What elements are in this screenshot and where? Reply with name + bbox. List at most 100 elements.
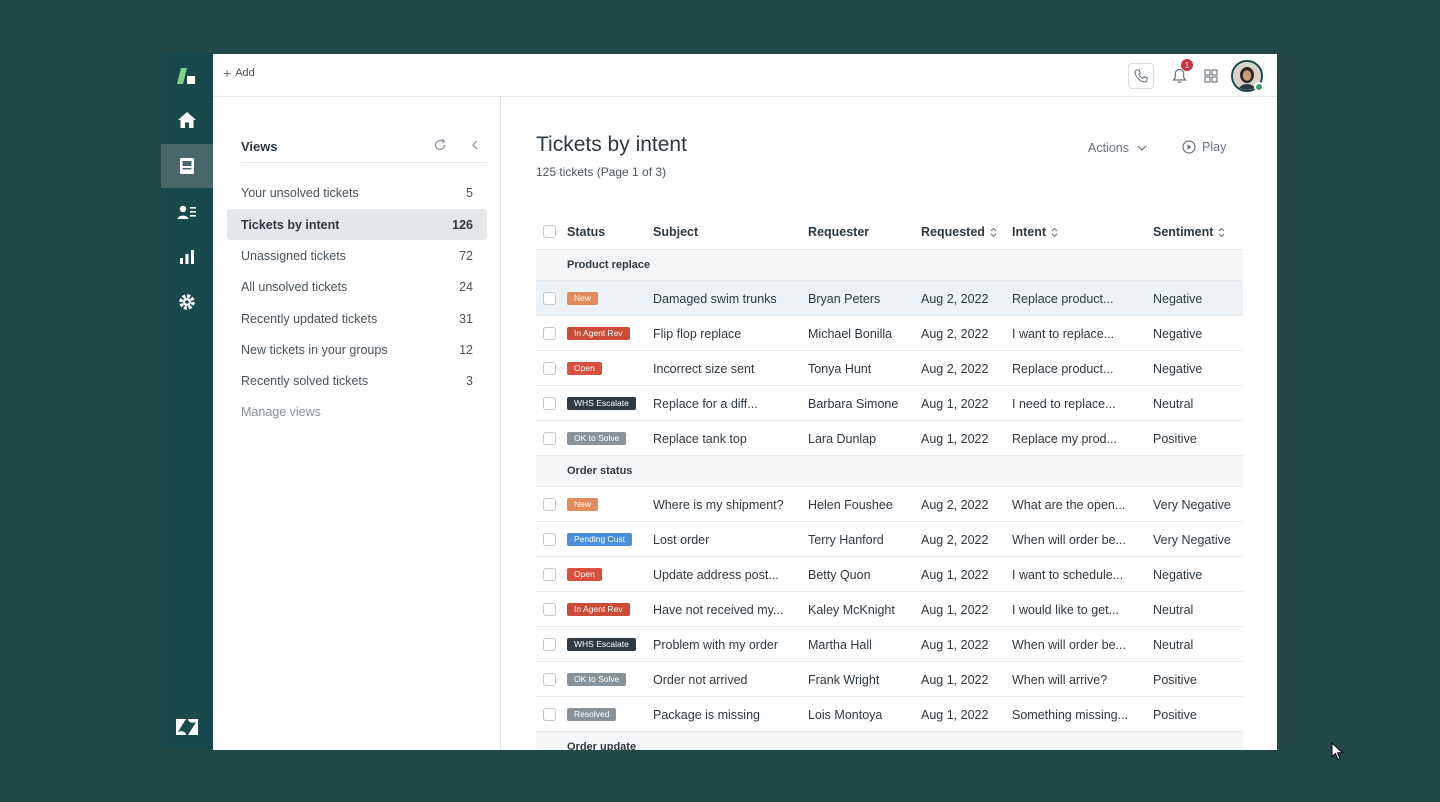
cell-intent: When will order be... bbox=[1012, 638, 1126, 652]
cell-subject[interactable]: Incorrect size sent bbox=[653, 362, 755, 376]
cell-subject[interactable]: Have not received my... bbox=[653, 603, 784, 617]
add-button[interactable]: + Add bbox=[223, 66, 255, 80]
group-header-row[interactable]: Order status bbox=[536, 456, 1243, 487]
row-checkbox[interactable] bbox=[543, 432, 556, 445]
home-icon[interactable] bbox=[161, 98, 213, 142]
view-item-all-unsolved-tickets[interactable]: All unsolved tickets 24 bbox=[227, 271, 487, 302]
views-header: Views bbox=[241, 139, 487, 163]
column-header-status[interactable]: Status bbox=[567, 225, 605, 239]
view-item-recently-solved-tickets[interactable]: Recently solved tickets 3 bbox=[227, 365, 487, 396]
column-header-label: Requested bbox=[921, 225, 985, 239]
table-row[interactable]: WHS Escalate Replace for a diff... Barbara… bbox=[536, 386, 1243, 421]
view-item-label: All unsolved tickets bbox=[241, 279, 348, 294]
row-checkbox[interactable] bbox=[543, 638, 556, 651]
view-item-count: 12 bbox=[459, 342, 473, 357]
table-body: Product replace New Damaged swim trunks Bry… bbox=[536, 250, 1243, 750]
manage-views-link[interactable]: Manage views bbox=[241, 405, 321, 419]
view-item-tickets-by-intent[interactable]: Tickets by intent 126 bbox=[227, 209, 487, 240]
sort-icon bbox=[990, 227, 997, 237]
column-header-requester[interactable]: Requester bbox=[808, 225, 869, 239]
cell-subject[interactable]: Update address post... bbox=[653, 568, 779, 582]
view-item-recently-updated-tickets[interactable]: Recently updated tickets 31 bbox=[227, 303, 487, 334]
play-button[interactable]: Play bbox=[1182, 140, 1226, 154]
row-checkbox[interactable] bbox=[543, 292, 556, 305]
cell-requester: Lara Dunlap bbox=[808, 432, 877, 446]
cell-subject[interactable]: Order not arrived bbox=[653, 673, 748, 687]
row-checkbox[interactable] bbox=[543, 498, 556, 511]
mouse-cursor-icon bbox=[1331, 742, 1344, 761]
actions-dropdown[interactable]: Actions bbox=[1088, 141, 1147, 155]
group-header-row[interactable]: Product replace bbox=[536, 250, 1243, 281]
status-badge: New bbox=[567, 498, 599, 511]
column-header-subject[interactable]: Subject bbox=[653, 225, 698, 239]
table-row[interactable]: Resolved Package is missing Lois Montoya Au… bbox=[536, 697, 1243, 732]
settings-gear-icon[interactable] bbox=[161, 280, 213, 324]
cell-subject[interactable]: Damaged swim trunks bbox=[653, 292, 777, 306]
view-item-unassigned-tickets[interactable]: Unassigned tickets 72 bbox=[227, 240, 487, 271]
view-item-new-tickets-in-your-groups[interactable]: New tickets in your groups 12 bbox=[227, 334, 487, 365]
table-row[interactable]: New Damaged swim trunks Bryan Peters Aug 2,… bbox=[536, 281, 1243, 316]
status-badge: OK to Solve bbox=[567, 432, 627, 445]
ticket-count: 125 tickets (Page 1 of 3) bbox=[536, 165, 667, 179]
product-logo-icon[interactable] bbox=[175, 66, 199, 86]
cell-sentiment: Negative bbox=[1153, 327, 1203, 341]
cell-subject[interactable]: Package is missing bbox=[653, 708, 760, 722]
reporting-icon[interactable] bbox=[161, 235, 213, 279]
view-item-count: 126 bbox=[452, 217, 473, 232]
row-checkbox[interactable] bbox=[543, 397, 556, 410]
table-row[interactable]: New Where is my shipment? Helen Foushee Aug… bbox=[536, 487, 1243, 522]
view-item-label: Recently solved tickets bbox=[241, 373, 369, 388]
phone-icon bbox=[1134, 69, 1148, 83]
cell-requester: Barbara Simone bbox=[808, 397, 899, 411]
row-checkbox[interactable] bbox=[543, 533, 556, 546]
cell-subject[interactable]: Lost order bbox=[653, 533, 710, 547]
cell-subject[interactable]: Replace for a diff... bbox=[653, 397, 758, 411]
cell-requested: Aug 2, 2022 bbox=[921, 292, 989, 306]
select-all-checkbox[interactable] bbox=[543, 225, 556, 238]
row-checkbox[interactable] bbox=[543, 327, 556, 340]
cell-requested: Aug 1, 2022 bbox=[921, 397, 989, 411]
table-row[interactable]: Open Update address post... Betty Quon Aug … bbox=[536, 557, 1243, 592]
status-badge: Open bbox=[567, 568, 602, 581]
customers-icon[interactable] bbox=[161, 190, 213, 234]
page-title: Tickets by intent bbox=[536, 133, 687, 156]
view-item-count: 72 bbox=[459, 248, 473, 263]
view-item-label: New tickets in your groups bbox=[241, 342, 388, 357]
view-item-your-unsolved-tickets[interactable]: Your unsolved tickets 5 bbox=[227, 177, 487, 208]
row-checkbox[interactable] bbox=[543, 568, 556, 581]
column-header-intent[interactable]: Intent bbox=[1012, 225, 1058, 239]
notification-badge: 1 bbox=[1181, 59, 1193, 71]
collapse-chevron-left-icon[interactable] bbox=[469, 138, 481, 157]
table-row[interactable]: In Agent Rev Flip flop replace Michael Bon… bbox=[536, 316, 1243, 351]
column-header-sentiment[interactable]: Sentiment bbox=[1153, 225, 1225, 239]
column-header-label: Requester bbox=[808, 225, 870, 239]
cell-requested: Aug 1, 2022 bbox=[921, 432, 989, 446]
table-row[interactable]: In Agent Rev Have not received my... Kaley… bbox=[536, 592, 1243, 627]
cell-subject[interactable]: Problem with my order bbox=[653, 638, 779, 652]
views-panel: Views Your unsolved tickets 5 Tickets by… bbox=[213, 97, 501, 750]
refresh-icon[interactable] bbox=[433, 138, 447, 157]
cell-requester: Frank Wright bbox=[808, 673, 880, 687]
add-button-label: Add bbox=[235, 67, 255, 79]
table-row[interactable]: OK to Solve Order not arrived Frank Wright… bbox=[536, 662, 1243, 697]
row-checkbox[interactable] bbox=[543, 362, 556, 375]
table-row[interactable]: Pending Cust Lost order Terry Hanford Aug 2… bbox=[536, 522, 1243, 557]
cell-requester: Michael Bonilla bbox=[808, 327, 893, 341]
notifications-button[interactable]: 1 bbox=[1166, 59, 1193, 89]
product-tray-button[interactable] bbox=[1198, 63, 1224, 89]
phone-button[interactable] bbox=[1128, 63, 1154, 89]
cell-subject[interactable]: Flip flop replace bbox=[653, 327, 742, 341]
cell-subject[interactable]: Where is my shipment? bbox=[653, 498, 784, 512]
table-row[interactable]: WHS Escalate Problem with my order Martha … bbox=[536, 627, 1243, 662]
row-checkbox[interactable] bbox=[543, 603, 556, 616]
row-checkbox[interactable] bbox=[543, 708, 556, 721]
table-row[interactable]: OK to Solve Replace tank top Lara Dunlap Au… bbox=[536, 421, 1243, 456]
group-header-row[interactable]: Order update bbox=[536, 732, 1243, 750]
column-header-requested[interactable]: Requested bbox=[921, 225, 997, 239]
row-checkbox[interactable] bbox=[543, 673, 556, 686]
tickets-views-icon[interactable] bbox=[161, 144, 213, 188]
table-row[interactable]: Open Incorrect size sent Tonya Hunt Aug 2, … bbox=[536, 351, 1243, 386]
cell-subject[interactable]: Replace tank top bbox=[653, 432, 747, 446]
column-header-label: Status bbox=[567, 225, 606, 239]
cell-intent: I would like to get... bbox=[1012, 603, 1120, 617]
